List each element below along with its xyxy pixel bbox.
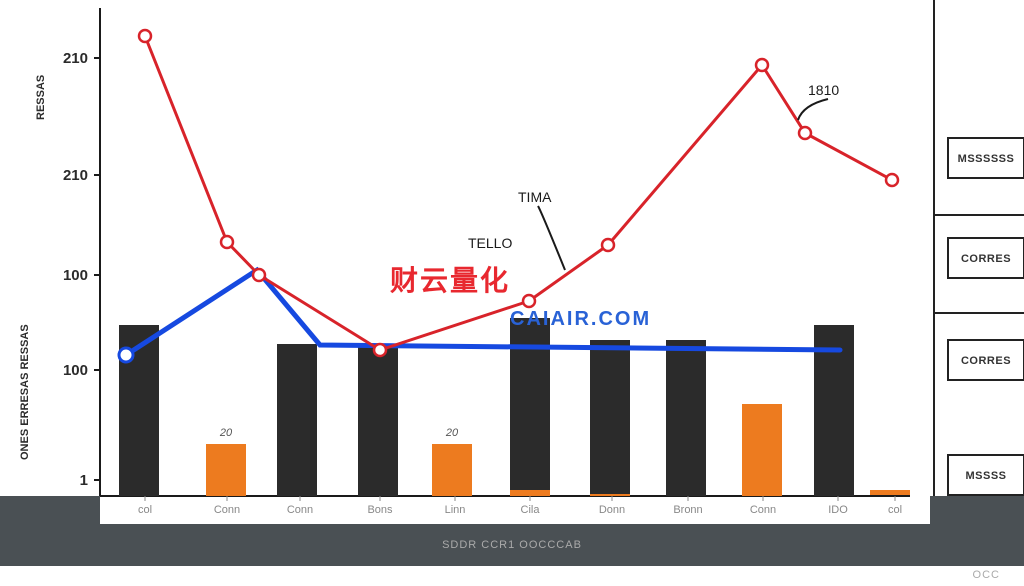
xtick-label-5: Cila bbox=[521, 504, 541, 516]
watermark-en: CAIAIR.COM bbox=[510, 308, 651, 330]
ytick-label-0: 1 bbox=[80, 472, 88, 489]
red-marker-0 bbox=[139, 30, 151, 42]
footer-right-label: OCC bbox=[973, 569, 1000, 581]
xtick-label-8: Conn bbox=[750, 504, 776, 516]
ytick-label-1: 100 bbox=[63, 362, 88, 379]
annotation-leader-0 bbox=[538, 206, 565, 270]
bar-orange-label-1: 20 bbox=[445, 427, 459, 439]
bar-dark-4 bbox=[590, 340, 630, 496]
xtick-label-6: Donn bbox=[599, 504, 625, 516]
red-marker-4 bbox=[523, 295, 535, 307]
xtick-label-7: Bronn bbox=[673, 504, 702, 516]
red-marker-7 bbox=[799, 127, 811, 139]
annotation-1: TELLO bbox=[468, 235, 512, 251]
bar-orange-4 bbox=[742, 404, 782, 496]
xtick-label-10: col bbox=[888, 504, 902, 516]
ytick-label-3: 210 bbox=[63, 167, 88, 184]
red-marker-6 bbox=[756, 59, 768, 71]
xtick-label-4: Linn bbox=[445, 504, 466, 516]
bar-dark-2 bbox=[358, 344, 398, 496]
bar-dark-1 bbox=[277, 344, 317, 496]
red-marker-3 bbox=[374, 344, 386, 356]
bar-orange-2 bbox=[510, 490, 550, 496]
combo-chart: 1 100 100 210 210 ONES ERRESAS RESSAS RESSAS 20… bbox=[0, 0, 1024, 586]
xtick-label-1: Conn bbox=[214, 504, 240, 516]
annotation-2: 1810 bbox=[808, 82, 839, 98]
red-marker-8 bbox=[886, 174, 898, 186]
annotation-0: TIMA bbox=[518, 189, 552, 205]
legend-text-3: MSSSS bbox=[965, 470, 1006, 482]
footer-label: SDDR CCR1 OOCCCAB bbox=[442, 539, 582, 551]
annotation-leader-2 bbox=[798, 99, 828, 120]
ytick-label-4: 210 bbox=[63, 50, 88, 67]
red-marker-2 bbox=[253, 269, 265, 281]
legend-text-0: MSSSSSS bbox=[958, 153, 1015, 165]
blue-marker-0 bbox=[119, 348, 133, 362]
bar-orange-3 bbox=[590, 494, 630, 496]
red-marker-1 bbox=[221, 236, 233, 248]
bar-orange-5 bbox=[870, 490, 910, 495]
xtick-label-3: Bons bbox=[367, 504, 393, 516]
xtick-label-9: IDO bbox=[828, 504, 848, 516]
red-marker-5 bbox=[602, 239, 614, 251]
bar-orange-label-0: 20 bbox=[219, 427, 233, 439]
xtick-label-2: Conn bbox=[287, 504, 313, 516]
watermark-cn: 财云量化 bbox=[390, 265, 510, 296]
xtick-label-0: col bbox=[138, 504, 152, 516]
chart-container: 1 100 100 210 210 ONES ERRESAS RESSAS RESSAS 20… bbox=[0, 0, 1024, 586]
bar-dark-5 bbox=[666, 340, 706, 496]
ytick-label-2: 100 bbox=[63, 267, 88, 284]
legend-text-1: CORRES bbox=[961, 253, 1011, 265]
bar-orange-0 bbox=[206, 444, 246, 496]
y-axis-label: ONES ERRESAS RESSAS bbox=[19, 324, 31, 460]
y-axis-label-2: RESSAS bbox=[35, 75, 47, 120]
legend-text-2: CORRES bbox=[961, 355, 1011, 367]
bar-orange-1 bbox=[432, 444, 472, 496]
